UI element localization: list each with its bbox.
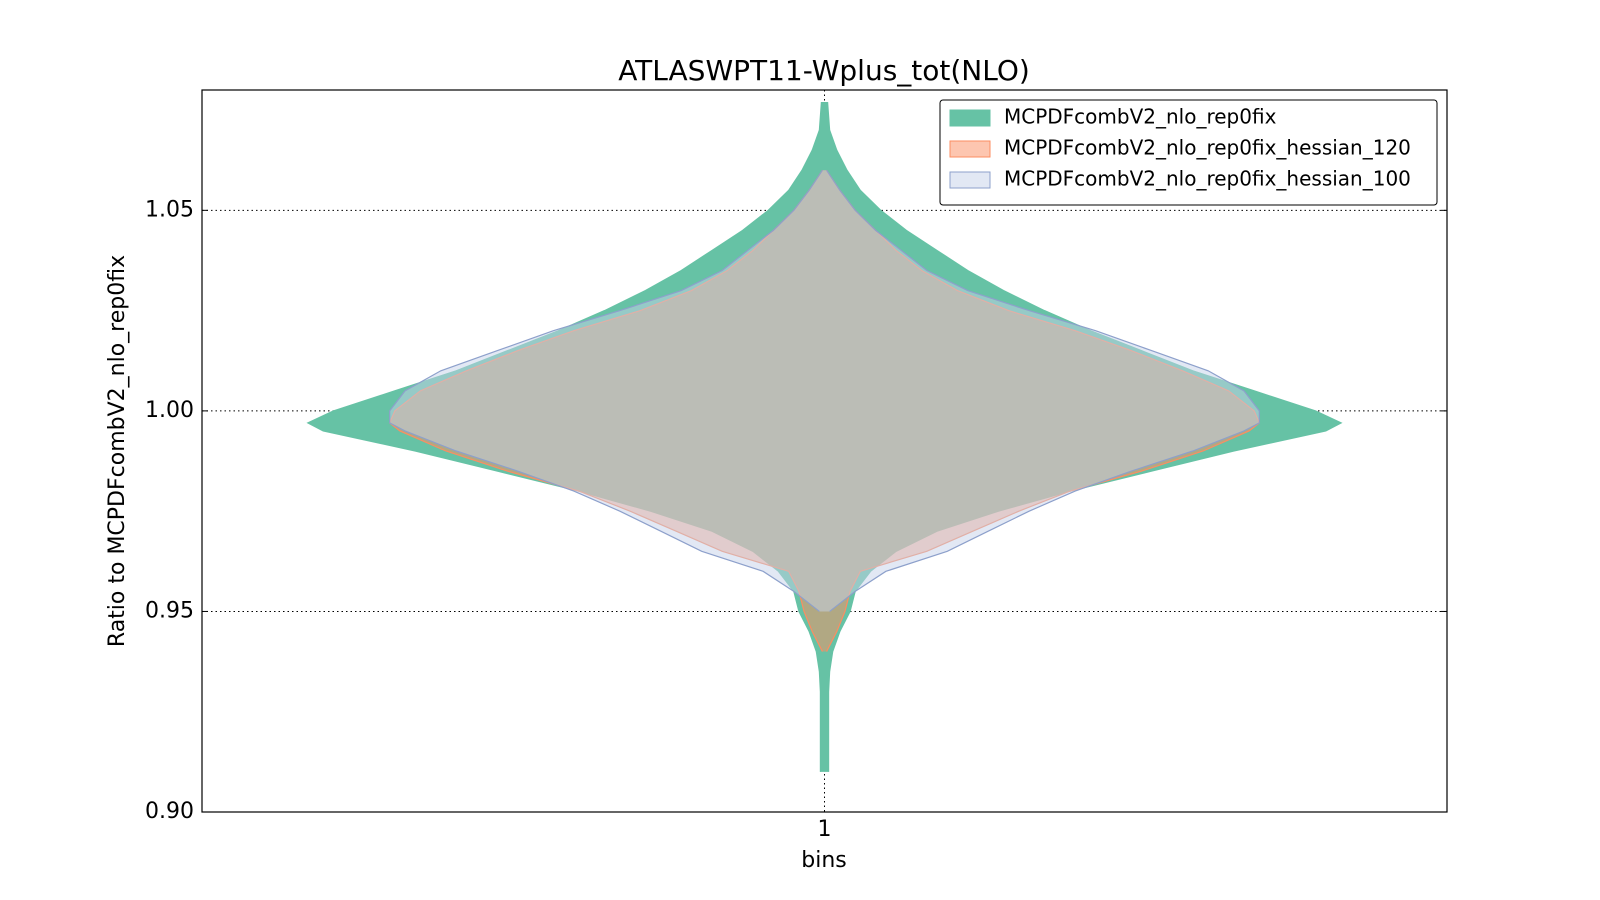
legend-label: MCPDFcombV2_nlo_rep0fix_hessian_120 [1004, 136, 1411, 160]
y-tick-label: 1.05 [145, 197, 194, 222]
violin-left-edge [389, 169, 823, 612]
y-axis-label: Ratio to MCPDFcombV2_nlo_rep0fix [105, 255, 130, 647]
legend-label: MCPDFcombV2_nlo_rep0fix_hessian_100 [1004, 167, 1411, 191]
violin-body [389, 170, 1260, 612]
y-tick-label: 1.00 [145, 398, 194, 423]
chart-title: ATLASWPT11-Wplus_tot(NLO) [618, 54, 1030, 87]
legend-label: MCPDFcombV2_nlo_rep0fix [1004, 105, 1277, 129]
y-tick-label: 0.95 [145, 598, 194, 623]
plot-frame [201, 89, 1448, 813]
violin-left-edge [306, 101, 823, 772]
y-tick-label: 0.90 [145, 799, 194, 824]
violin-right-edge [826, 169, 1260, 612]
legend-swatch [949, 109, 991, 127]
x-axis-label: bins [801, 848, 846, 873]
legend-box [939, 99, 1438, 206]
violin-right-edge [826, 101, 1343, 772]
legend-swatch [949, 140, 991, 158]
legend-swatch [949, 171, 991, 189]
x-tick-label: 1 [818, 817, 832, 842]
